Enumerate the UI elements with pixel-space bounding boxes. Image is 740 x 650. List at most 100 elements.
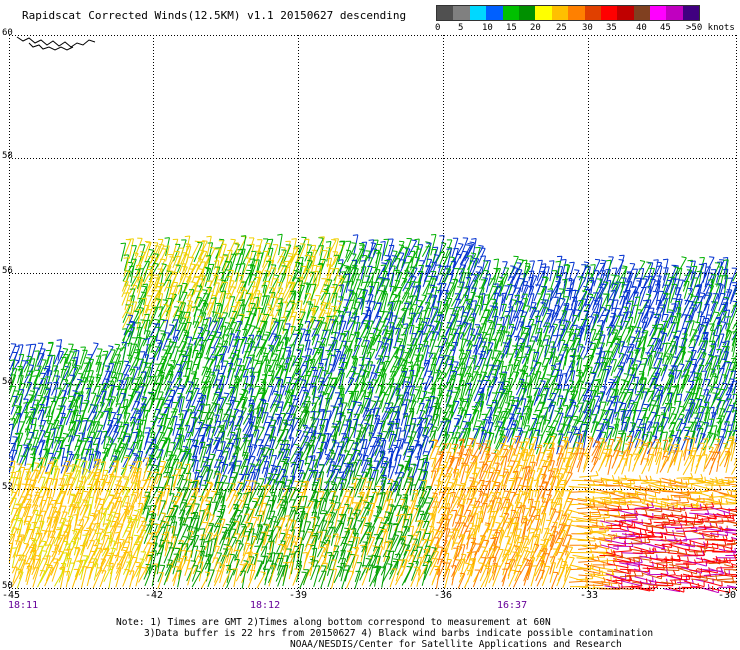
wind-barb bbox=[529, 270, 535, 288]
wind-barb-flag bbox=[269, 370, 275, 372]
wind-barb bbox=[317, 304, 327, 323]
legend-label: >50 knots bbox=[686, 23, 735, 33]
wind-barb bbox=[360, 260, 366, 280]
wind-barb-flag bbox=[575, 309, 581, 312]
wind-barb-flag bbox=[373, 281, 379, 284]
wind-barb bbox=[401, 247, 408, 269]
wind-barb bbox=[585, 294, 594, 310]
wind-barb-flag bbox=[556, 292, 562, 295]
wind-barb-flag bbox=[519, 342, 525, 345]
wind-barb bbox=[733, 285, 737, 293]
wind-barb-flag bbox=[219, 317, 225, 319]
wind-barb bbox=[704, 304, 710, 324]
wind-barb-flag bbox=[688, 293, 694, 296]
wind-barb bbox=[459, 257, 470, 276]
wind-barb-flag bbox=[594, 258, 601, 261]
wind-barb-flag bbox=[242, 375, 249, 378]
wind-barb bbox=[666, 316, 677, 337]
wind-barb-flag bbox=[715, 397, 721, 399]
wind-barb-flag bbox=[142, 361, 148, 364]
wind-barb-flag bbox=[141, 371, 147, 373]
wind-barb-flag bbox=[707, 385, 713, 387]
legend-swatch bbox=[650, 6, 667, 20]
wind-barb bbox=[675, 294, 682, 313]
wind-barb-flag bbox=[351, 259, 357, 262]
wind-barb bbox=[275, 288, 284, 304]
wind-barb-flag bbox=[139, 382, 145, 385]
wind-barb-flag bbox=[475, 402, 481, 404]
wind-barb-flag bbox=[238, 369, 244, 371]
wind-barb-flag bbox=[330, 386, 336, 388]
wind-barb-flag bbox=[574, 355, 581, 357]
wind-barb bbox=[325, 264, 332, 282]
wind-barb-flag bbox=[273, 274, 279, 277]
wind-barb-flag bbox=[389, 326, 395, 328]
wind-barb-flag bbox=[470, 252, 476, 255]
wind-barb bbox=[597, 284, 607, 304]
wind-barb bbox=[394, 300, 402, 322]
wind-barb bbox=[604, 293, 610, 312]
wind-barb bbox=[242, 343, 250, 364]
wind-barb-flag bbox=[186, 276, 192, 278]
wind-barb bbox=[305, 252, 313, 271]
wind-barb bbox=[337, 296, 344, 314]
wind-barb bbox=[494, 293, 499, 310]
wind-barb-flag bbox=[503, 267, 509, 269]
wind-barb bbox=[500, 304, 507, 322]
wind-barb-flag bbox=[224, 322, 230, 324]
wind-barb-flag bbox=[507, 364, 513, 366]
wind-barb bbox=[351, 273, 361, 294]
wind-barb-flag bbox=[508, 306, 514, 308]
wind-barb bbox=[493, 309, 498, 328]
wind-barb bbox=[246, 326, 256, 343]
wind-barb bbox=[208, 264, 215, 282]
wind-barb-flag bbox=[406, 347, 412, 350]
wind-barb-flag bbox=[379, 321, 385, 323]
wind-barb bbox=[319, 278, 327, 294]
wind-barb-flag bbox=[549, 341, 555, 343]
wind-barb-flag bbox=[135, 264, 142, 267]
wind-barb-flag bbox=[589, 279, 595, 282]
wind-barb-flag bbox=[453, 310, 459, 312]
wind-barb-flag bbox=[261, 284, 267, 287]
wind-barb-flag bbox=[300, 379, 307, 381]
wind-barb bbox=[452, 244, 464, 263]
wind-barb-flag bbox=[358, 242, 365, 245]
wind-barb-flag bbox=[295, 368, 301, 371]
wind-barb-flag bbox=[499, 316, 505, 319]
wind-barb-flag bbox=[328, 267, 334, 270]
wind-barb-flag bbox=[167, 381, 173, 383]
wind-barb bbox=[130, 269, 141, 287]
wind-barb-flag bbox=[612, 283, 618, 286]
wind-barb bbox=[283, 275, 293, 294]
wind-barb-flag bbox=[474, 274, 480, 276]
wind-barb-flag bbox=[411, 275, 417, 278]
wind-barb-flag bbox=[313, 270, 319, 273]
wind-barb bbox=[229, 311, 238, 328]
wind-barb-flag bbox=[479, 393, 485, 395]
wind-barb bbox=[675, 257, 687, 276]
wind-barb-flag bbox=[550, 348, 556, 350]
wind-barb-flag bbox=[404, 352, 410, 354]
wind-barb-flag bbox=[134, 351, 140, 354]
legend-swatch bbox=[633, 6, 651, 20]
wind-barb bbox=[550, 305, 561, 323]
wind-barb bbox=[206, 339, 213, 360]
wind-barb-flag bbox=[417, 300, 423, 302]
wind-barb bbox=[425, 285, 436, 305]
wind-barb-flag bbox=[404, 287, 410, 290]
wind-map bbox=[9, 35, 737, 593]
wind-barb-flag bbox=[497, 280, 504, 283]
wind-barb-flag bbox=[58, 350, 64, 353]
wind-barb-flag bbox=[680, 346, 686, 349]
wind-barb-flag bbox=[239, 365, 245, 367]
wind-barb-flag bbox=[411, 295, 417, 297]
wind-barb bbox=[723, 269, 729, 289]
wind-barb bbox=[277, 309, 282, 330]
wind-barb bbox=[494, 268, 501, 286]
wind-barb bbox=[684, 288, 694, 305]
wind-barb-flag bbox=[204, 329, 210, 332]
wind-barb-flag bbox=[480, 293, 486, 295]
wind-barb-flag bbox=[403, 391, 409, 394]
wind-barb-flag bbox=[644, 275, 650, 278]
